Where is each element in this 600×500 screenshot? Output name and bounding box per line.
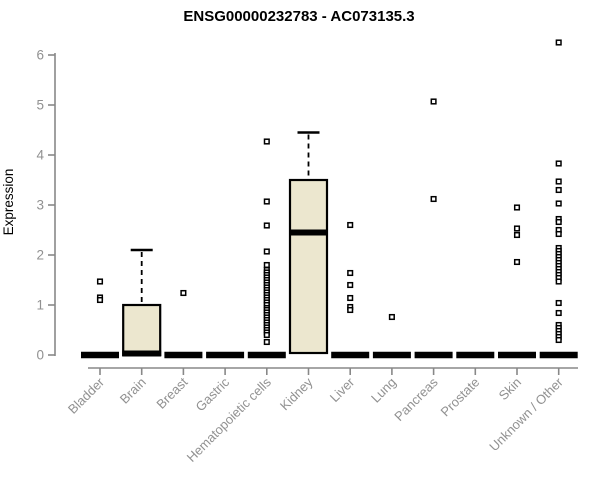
boxes-layer	[81, 131, 578, 359]
outlier-point-unknown-other	[555, 160, 562, 167]
outlier-point-unknown-other	[555, 230, 562, 238]
x-tick-label-lung: Lung	[368, 375, 399, 406]
y-tick-label-0: 0	[36, 348, 44, 363]
collapsed-box-gastric	[206, 351, 245, 359]
y-tick-label-6: 6	[36, 48, 44, 63]
x-tick-label-breast: Breast	[153, 374, 190, 411]
outlier-point-liver	[347, 221, 354, 229]
outlier-point-skin	[513, 231, 521, 239]
boxplot-pancreas	[414, 351, 453, 359]
boxplot-breast	[164, 351, 203, 359]
outlier-point-hematopoietic-cells	[263, 261, 270, 269]
outlier-point-unknown-other	[555, 299, 562, 307]
collapsed-box-bladder	[81, 351, 119, 359]
outlier-point-unknown-other	[555, 278, 562, 285]
x-tick-label-bladder: Bladder	[65, 374, 108, 417]
box-brain	[122, 303, 162, 357]
outlier-point-pancreas	[430, 98, 437, 105]
boxplot-unknown-other	[539, 351, 578, 359]
outlier-point-liver	[347, 306, 354, 314]
outlier-point-unknown-other	[555, 39, 562, 46]
y-tick-label-4: 4	[36, 148, 44, 163]
outlier-point-liver	[347, 269, 354, 277]
boxplot-hematopoietic-cells	[247, 351, 286, 359]
median-kidney	[289, 229, 328, 236]
y-tick-label-5: 5	[36, 98, 44, 113]
x-tick-label-pancreas: Pancreas	[391, 374, 441, 424]
collapsed-box-breast	[164, 351, 203, 359]
median-brain	[122, 350, 162, 357]
boxplot-prostate	[456, 351, 495, 359]
collapsed-box-liver	[331, 351, 370, 359]
outlier-point-lung	[388, 313, 395, 321]
chart-title: ENSG00000232783 - AC073135.3	[183, 8, 414, 25]
x-tick-label-prostate: Prostate	[438, 375, 483, 420]
x-tick-label-skin: Skin	[496, 375, 524, 403]
outlier-point-bladder	[96, 278, 104, 285]
collapsed-box-unknown-other	[539, 351, 578, 359]
x-tick-label-liver: Liver	[327, 374, 358, 405]
y-axis-title: Expression	[1, 169, 16, 236]
boxplot-gastric	[206, 351, 245, 359]
outlier-point-breast	[180, 289, 187, 297]
collapsed-box-skin	[498, 351, 536, 359]
x-tick-label-kidney: Kidney	[277, 374, 316, 413]
outlier-point-hematopoietic-cells	[263, 138, 270, 145]
boxplot-lung	[372, 351, 411, 359]
boxplot-skin	[498, 351, 536, 359]
collapsed-box-prostate	[456, 351, 495, 359]
collapsed-box-pancreas	[414, 351, 453, 359]
outlier-point-unknown-other	[555, 200, 562, 207]
box-kidney	[288, 178, 329, 355]
outlier-point-skin	[513, 258, 521, 266]
outlier-point-pancreas	[430, 195, 437, 203]
outlier-point-unknown-other	[555, 186, 562, 194]
x-tick-label-unknown-other: Unknown / Other	[486, 374, 566, 454]
outlier-point-hematopoietic-cells	[263, 338, 270, 346]
outlier-point-hematopoietic-cells	[263, 222, 270, 229]
outlier-point-skin	[513, 204, 521, 211]
collapsed-box-lung	[372, 351, 411, 359]
outliers-layer	[96, 39, 562, 346]
outlier-point-skin	[513, 225, 521, 232]
y-tick-label-1: 1	[36, 298, 44, 313]
x-tick-label-brain: Brain	[117, 375, 149, 407]
boxplot-kidney	[288, 131, 329, 355]
outlier-point-unknown-other	[555, 178, 562, 185]
boxplot-liver	[331, 351, 370, 359]
collapsed-box-hematopoietic-cells	[247, 351, 286, 359]
outlier-point-unknown-other	[555, 309, 562, 317]
boxplot-brain	[122, 248, 162, 357]
y-tick-label-2: 2	[36, 248, 44, 263]
outlier-point-liver	[347, 281, 354, 289]
outlier-point-hematopoietic-cells	[263, 198, 270, 205]
boxplot-bladder	[81, 351, 119, 359]
outlier-point-hematopoietic-cells	[263, 331, 270, 339]
y-tick-label-3: 3	[36, 198, 44, 213]
outlier-point-hematopoietic-cells	[263, 248, 270, 255]
outlier-point-unknown-other	[555, 218, 562, 226]
outlier-point-liver	[347, 294, 354, 302]
x-tick-label-gastric: Gastric	[193, 374, 233, 414]
outlier-point-bladder	[96, 296, 104, 304]
outlier-point-unknown-other	[555, 336, 562, 344]
